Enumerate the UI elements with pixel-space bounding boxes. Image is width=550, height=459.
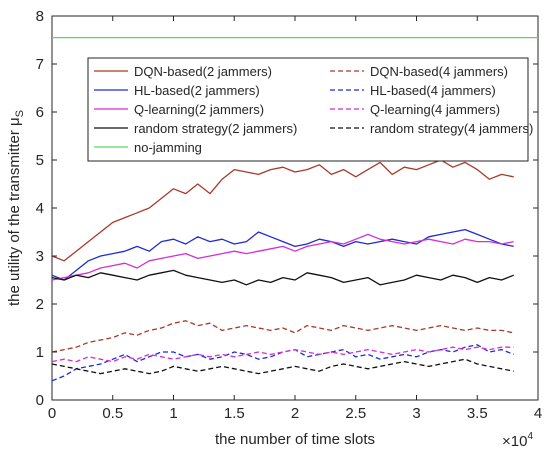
y-tick-label: 3 <box>36 248 44 265</box>
series-line-random-strategy-4-jammers <box>51 358 514 375</box>
x-axis-label: the number of time slots <box>215 431 375 448</box>
legend: DQN-based(2 jammers) HL-based(2 jammers) Q… <box>87 57 533 162</box>
x-tick-label: 1.5 <box>224 405 245 422</box>
y-tick-label: 8 <box>36 8 44 25</box>
y-tick-label: 2 <box>36 296 44 313</box>
x-tick-label: 3 <box>412 405 420 422</box>
legend-label-random-strategy-4-jammers: random strategy(4 jammers) <box>370 121 533 136</box>
y-tick-label: 5 <box>36 152 44 169</box>
series-line-dqn-based-4-jammers <box>51 320 514 353</box>
y-axis-label-main: the utility of the transmitter μ <box>6 117 23 306</box>
y-tick-label: 0 <box>36 392 44 409</box>
x-axis-exponent-power: 4 <box>527 431 533 442</box>
y-tick-label: 1 <box>36 344 44 361</box>
x-tick-label: 4 <box>534 405 542 422</box>
legend-box <box>87 57 529 162</box>
legend-label-no-jamming: no-jamming <box>134 140 202 155</box>
series-layer <box>51 36 538 382</box>
x-tick-label: 0 <box>48 405 56 422</box>
legend-label-hl-based-4-jammers: HL-based(4 jammers) <box>370 83 496 98</box>
series-line-q-learning-2-jammers <box>51 233 514 281</box>
legend-label-dqn-based-4-jammers: DQN-based(4 jammers) <box>370 64 508 79</box>
legend-label-q-learning-2-jammers: Q-learning(2 jammers) <box>134 102 264 117</box>
x-tick-label: 3.5 <box>467 405 488 422</box>
series-line-hl-based-2-jammers <box>51 228 514 281</box>
legend-label-q-learning-4-jammers: Q-learning(4 jammers) <box>370 102 500 117</box>
x-tick-label: 0.5 <box>102 405 123 422</box>
y-tick-label: 4 <box>36 200 44 217</box>
y-tick-label: 7 <box>36 56 44 73</box>
y-axis-label-subscript: S <box>14 110 26 117</box>
x-axis-exponent: ×104 <box>502 431 533 450</box>
x-tick-label: 2 <box>291 405 299 422</box>
y-axis-label: the utility of the transmitter μS <box>6 110 26 306</box>
legend-label-hl-based-2-jammers: HL-based(2 jammers) <box>134 83 260 98</box>
y-tick-label: 6 <box>36 104 44 121</box>
x-axis-exponent-base: ×10 <box>502 433 527 450</box>
x-tick-label: 1 <box>169 405 177 422</box>
series-line-q-learning-4-jammers <box>51 346 514 363</box>
axis-layer: 0 0.5 1 1.5 2 2.5 3 3.5 4 0 1 2 3 4 5 6 7 8 <box>36 8 543 422</box>
series-line-random-strategy-2-jammers <box>51 269 514 286</box>
legend-label-dqn-based-2-jammers: DQN-based(2 jammers) <box>134 64 272 79</box>
series-line-hl-based-4-jammers <box>51 344 514 382</box>
x-tick-label: 2.5 <box>345 405 366 422</box>
series-line-dqn-based-2-jammers <box>51 159 514 262</box>
legend-label-random-strategy-2-jammers: random strategy(2 jammers) <box>134 121 297 136</box>
